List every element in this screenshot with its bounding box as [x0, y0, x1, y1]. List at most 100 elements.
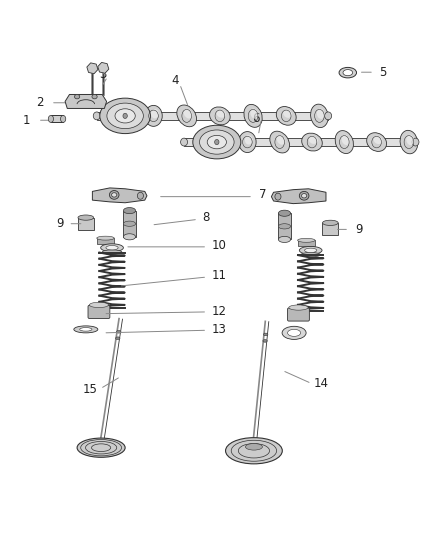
Bar: [97, 112, 328, 120]
Ellipse shape: [77, 438, 125, 457]
Ellipse shape: [226, 438, 283, 464]
Text: 9: 9: [355, 223, 363, 236]
Ellipse shape: [342, 135, 350, 145]
Ellipse shape: [304, 248, 317, 253]
Bar: [78, 217, 94, 230]
Ellipse shape: [343, 70, 353, 76]
Ellipse shape: [317, 108, 325, 119]
Ellipse shape: [250, 109, 258, 119]
Ellipse shape: [102, 250, 122, 254]
Bar: [297, 240, 315, 246]
Ellipse shape: [112, 193, 117, 197]
Text: 10: 10: [212, 239, 226, 252]
Ellipse shape: [124, 234, 136, 240]
Ellipse shape: [124, 207, 136, 214]
Bar: [279, 213, 290, 239]
Ellipse shape: [282, 326, 306, 340]
Ellipse shape: [275, 193, 281, 200]
Polygon shape: [272, 189, 326, 204]
Ellipse shape: [215, 140, 219, 144]
Ellipse shape: [239, 132, 256, 152]
Text: 3: 3: [99, 68, 107, 81]
Ellipse shape: [78, 215, 94, 220]
Ellipse shape: [299, 191, 309, 200]
Ellipse shape: [101, 244, 124, 252]
Ellipse shape: [279, 236, 290, 243]
Ellipse shape: [264, 333, 268, 336]
Ellipse shape: [339, 67, 357, 78]
Ellipse shape: [412, 138, 419, 146]
Ellipse shape: [207, 135, 226, 149]
Polygon shape: [92, 188, 147, 203]
Ellipse shape: [109, 104, 141, 127]
Ellipse shape: [210, 107, 230, 125]
Ellipse shape: [92, 94, 97, 99]
Ellipse shape: [311, 104, 328, 127]
Ellipse shape: [297, 238, 315, 243]
Ellipse shape: [110, 190, 119, 199]
Text: 14: 14: [314, 377, 329, 390]
Ellipse shape: [301, 253, 321, 257]
Ellipse shape: [301, 193, 307, 198]
Text: 12: 12: [212, 304, 226, 318]
Ellipse shape: [100, 98, 150, 134]
Ellipse shape: [335, 131, 353, 154]
Ellipse shape: [302, 133, 322, 151]
Ellipse shape: [89, 302, 109, 308]
Ellipse shape: [184, 109, 192, 118]
Ellipse shape: [279, 224, 290, 229]
Ellipse shape: [289, 305, 308, 310]
Bar: [97, 238, 114, 244]
Ellipse shape: [270, 131, 290, 153]
Ellipse shape: [145, 106, 162, 126]
Ellipse shape: [115, 109, 135, 123]
Polygon shape: [65, 94, 106, 108]
Ellipse shape: [288, 329, 300, 336]
Text: 13: 13: [212, 323, 226, 336]
Ellipse shape: [107, 103, 143, 128]
Ellipse shape: [60, 116, 66, 123]
Ellipse shape: [279, 210, 290, 216]
Ellipse shape: [48, 116, 53, 123]
Ellipse shape: [216, 110, 226, 118]
Ellipse shape: [245, 135, 253, 144]
Ellipse shape: [106, 246, 118, 250]
Ellipse shape: [123, 113, 127, 118]
Ellipse shape: [116, 337, 120, 340]
Ellipse shape: [245, 443, 262, 450]
Ellipse shape: [276, 135, 286, 145]
Text: 6: 6: [252, 111, 260, 125]
Ellipse shape: [374, 136, 382, 144]
Text: 7: 7: [259, 188, 266, 201]
Ellipse shape: [93, 112, 100, 120]
Text: 2: 2: [36, 96, 44, 109]
Ellipse shape: [193, 125, 241, 159]
Ellipse shape: [367, 133, 387, 151]
Ellipse shape: [244, 104, 262, 127]
Ellipse shape: [322, 220, 338, 225]
Ellipse shape: [74, 94, 80, 99]
Ellipse shape: [263, 340, 267, 342]
Ellipse shape: [406, 135, 414, 145]
Text: 5: 5: [379, 66, 386, 79]
Ellipse shape: [117, 330, 121, 333]
FancyBboxPatch shape: [88, 305, 110, 318]
Ellipse shape: [325, 112, 332, 120]
Ellipse shape: [283, 109, 292, 118]
Ellipse shape: [151, 109, 159, 118]
FancyBboxPatch shape: [288, 308, 309, 321]
Ellipse shape: [200, 130, 234, 154]
Ellipse shape: [299, 246, 322, 254]
Text: 11: 11: [212, 269, 226, 282]
Ellipse shape: [400, 131, 418, 154]
Text: 1: 1: [23, 114, 31, 127]
Ellipse shape: [97, 236, 114, 240]
Ellipse shape: [201, 131, 233, 153]
Ellipse shape: [74, 326, 98, 333]
Text: 8: 8: [202, 211, 210, 224]
Ellipse shape: [80, 328, 92, 331]
Ellipse shape: [180, 138, 187, 146]
Ellipse shape: [177, 105, 197, 127]
Ellipse shape: [138, 192, 144, 199]
Ellipse shape: [276, 107, 296, 125]
